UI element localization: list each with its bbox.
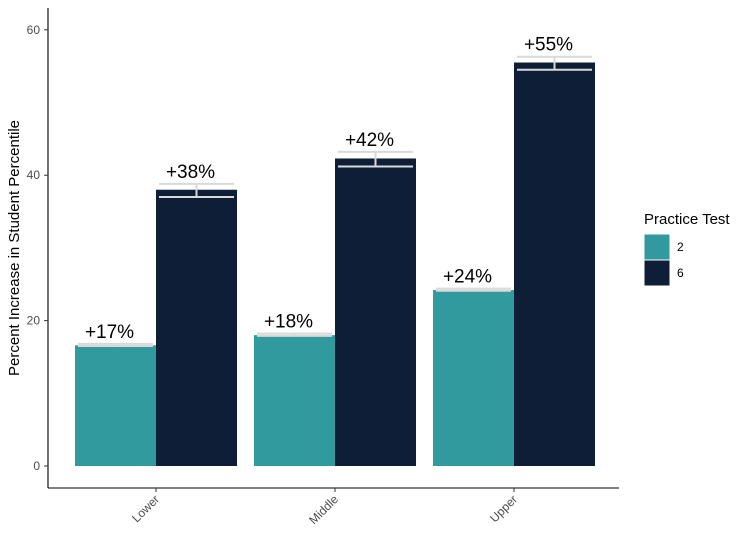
data-label: +24% — [443, 267, 492, 288]
data-label: +17% — [85, 322, 134, 343]
y-tick-label: 60 — [27, 23, 41, 37]
x-tick-label: Lower — [129, 492, 162, 525]
bar-lower-6 — [156, 189, 237, 467]
legend-label: 6 — [677, 266, 684, 280]
legend-title: Practice Test — [644, 211, 730, 228]
y-tick-label: 40 — [27, 168, 41, 182]
legend-key-6 — [643, 259, 671, 287]
x-tick-label: Upper — [487, 492, 520, 525]
data-label: +18% — [264, 312, 313, 333]
x-tick-label: Middle — [306, 492, 341, 527]
y-tick-label: 20 — [27, 314, 41, 328]
y-tick-label: 0 — [33, 459, 40, 473]
data-label: +42% — [345, 130, 394, 151]
data-label: +38% — [166, 162, 215, 183]
bar-middle-2 — [254, 335, 335, 466]
legend: Practice Test 2 6 — [643, 211, 730, 287]
data-label: +55% — [524, 35, 573, 56]
bar-lower-2 — [75, 345, 156, 466]
y-axis-title: Percent Increase in Student Percentile — [6, 120, 23, 376]
bar-middle-6 — [335, 158, 416, 466]
legend-key-2 — [643, 233, 671, 261]
plot-area: +17% +38% +18% +42% +24% +55% — [75, 35, 595, 467]
legend-label: 2 — [677, 240, 684, 254]
bar-upper-6 — [514, 62, 595, 466]
bar-upper-2 — [433, 290, 514, 466]
